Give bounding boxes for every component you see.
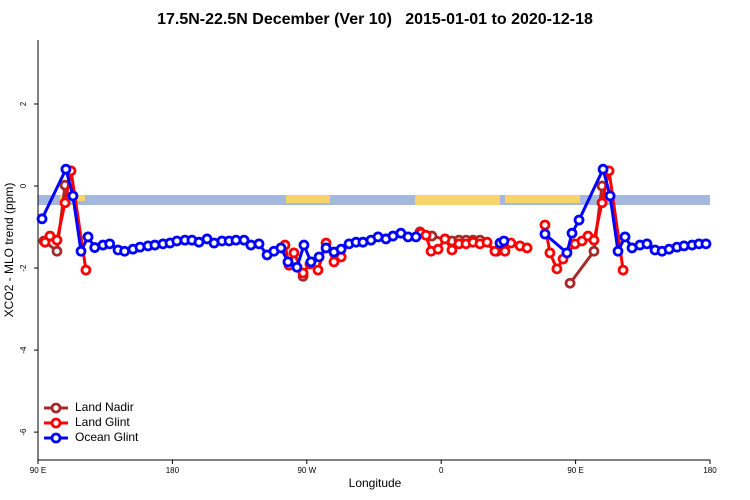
point <box>544 247 556 259</box>
point <box>498 235 510 247</box>
point <box>335 243 347 255</box>
point <box>641 238 653 250</box>
point <box>275 242 287 254</box>
point <box>119 245 131 257</box>
ocean-band <box>38 195 710 205</box>
x-tick-label: 90 E <box>567 466 583 475</box>
point <box>573 214 585 226</box>
point <box>59 197 71 209</box>
point <box>588 245 600 257</box>
point <box>313 251 325 263</box>
point <box>75 245 87 257</box>
point <box>566 227 578 239</box>
point <box>82 231 94 243</box>
land-patch <box>415 195 500 205</box>
point <box>320 242 332 254</box>
legend-marker <box>50 432 62 444</box>
point <box>291 261 303 273</box>
legend-marker <box>50 402 62 414</box>
point <box>617 264 629 276</box>
point <box>328 256 340 268</box>
point <box>36 213 48 225</box>
y-axis-title: XCO2 - MLO trend (ppm) <box>2 183 16 318</box>
point <box>612 245 624 257</box>
point <box>253 238 265 250</box>
land-patch <box>505 195 580 203</box>
point <box>104 238 116 250</box>
x-tick-label: 0 <box>439 466 444 475</box>
point <box>481 236 493 248</box>
land-patch <box>286 195 330 203</box>
point <box>539 219 551 231</box>
point <box>499 245 511 257</box>
point <box>597 163 609 175</box>
point <box>588 234 600 246</box>
point <box>564 277 576 289</box>
point <box>149 239 161 251</box>
point <box>539 228 551 240</box>
chart-title: 17.5N-22.5N December (Ver 10) 2015-01-01… <box>157 11 593 28</box>
point <box>619 231 631 243</box>
y-tick-label: 2 <box>19 101 28 106</box>
y-tick-label: -6 <box>19 428 28 436</box>
x-axis-title: Longitude <box>349 476 402 490</box>
x-tick-label: 90 E <box>30 466 46 475</box>
point <box>489 245 501 257</box>
point <box>51 234 63 246</box>
point <box>305 256 317 268</box>
legend-marker <box>50 417 62 429</box>
y-tick-label: -2 <box>19 264 28 272</box>
point <box>89 242 101 253</box>
point <box>51 245 63 257</box>
x-tick-label: 180 <box>703 466 717 475</box>
point <box>245 239 257 251</box>
point <box>67 190 79 202</box>
point <box>521 242 533 254</box>
point <box>439 233 451 245</box>
point <box>298 239 310 251</box>
legend-label: Land Nadir <box>75 400 134 414</box>
point <box>282 256 294 268</box>
point <box>604 190 616 202</box>
point <box>297 267 309 279</box>
point <box>596 197 608 209</box>
legend-label: Ocean Glint <box>75 430 139 444</box>
point <box>238 234 250 246</box>
point <box>561 247 573 259</box>
legend-label: Land Glint <box>75 415 130 429</box>
point <box>446 244 458 256</box>
point <box>410 231 422 243</box>
point <box>700 238 712 250</box>
point <box>432 243 444 255</box>
point <box>288 247 300 259</box>
point <box>134 241 146 253</box>
y-tick-label: -4 <box>19 346 28 354</box>
point <box>420 229 432 241</box>
point <box>60 163 72 175</box>
point <box>80 264 92 276</box>
point <box>312 264 324 276</box>
x-tick-label: 90 W <box>297 466 316 475</box>
series-line <box>40 164 706 270</box>
x-tick-label: 180 <box>166 466 180 475</box>
point <box>551 263 563 275</box>
y-tick-label: 0 <box>19 183 28 188</box>
